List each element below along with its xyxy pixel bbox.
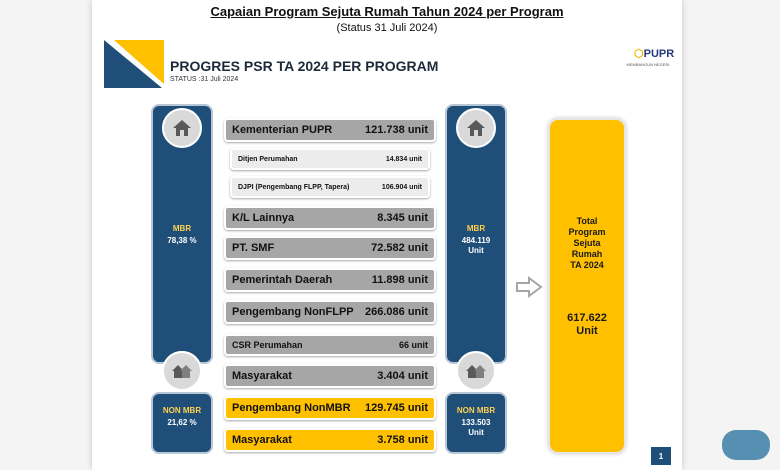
header-decoration (104, 40, 164, 88)
corner-decoration (722, 430, 770, 460)
row-value: 66 unit (398, 340, 428, 350)
row-csr-perumahan: CSR Perumahan 66 unit (224, 334, 436, 356)
arrow-right-icon (516, 276, 543, 298)
nonmbr-percent-left: 21,62 % (167, 418, 197, 427)
row-label: DJPI (Pengembang FLPP, Tapera) (238, 183, 350, 191)
mbr-label-left: MBR (172, 224, 192, 233)
nonmbr-column-left (151, 392, 213, 454)
total-box (548, 118, 626, 454)
row-pt-smf: PT. SMF 72.582 unit (224, 236, 436, 260)
row-kementerian-pupr: Kementerian PUPR 121.738 unit (224, 118, 436, 142)
houses-icon (456, 351, 496, 391)
row-value: 121.738 unit (365, 124, 428, 136)
row-label: Pemerintah Daerah (232, 274, 333, 286)
house-icon (456, 108, 496, 148)
mbr-label-right: MBR (466, 224, 486, 233)
page-subtitle: (Status 31 Juli 2024) (336, 22, 438, 34)
nonmbr-value-right: 133.503 (461, 418, 491, 427)
slide-status: STATUS :31 Juli 2024 (170, 76, 239, 83)
row-masyarakat-mbr: Masyarakat 3.404 unit (224, 364, 436, 388)
row-value: 266.086 unit (365, 306, 428, 318)
row-value: 8.345 unit (377, 212, 428, 224)
row-label: Pengembang NonFLPP (232, 306, 354, 318)
row-value: 72.582 unit (371, 242, 428, 254)
row-label: CSR Perumahan (232, 340, 303, 350)
page-title: Capaian Program Sejuta Rumah Tahun 2024 … (210, 4, 564, 19)
nonmbr-label-right: NON MBR (456, 406, 496, 415)
houses-icon-overlay (162, 351, 202, 391)
row-label: Kementerian PUPR (232, 124, 333, 136)
row-value: 3.758 unit (377, 434, 428, 446)
nonmbr-label-left: NON MBR (162, 406, 202, 415)
pupr-logo: ⬡PUPR (634, 48, 675, 60)
house-icon (162, 108, 202, 148)
mbr-percent-left: 78,38 % (167, 236, 197, 245)
mbr-value-right: 484.119 (461, 236, 491, 245)
row-value: 106.904 unit (381, 183, 422, 191)
row-label: PT. SMF (232, 242, 275, 254)
row-label: Ditjen Perumahan (238, 155, 298, 163)
row-masyarakat-nonmbr: Masyarakat 3.758 unit (224, 428, 436, 452)
row-pengembang-nonflpp: Pengembang NonFLPP 266.086 unit (224, 300, 436, 324)
row-value: 11.898 unit (371, 274, 428, 286)
row-pemerintah-daerah: Pemerintah Daerah 11.898 unit (224, 268, 436, 292)
row-ditjen-perumahan: Ditjen Perumahan 14.834 unit (230, 148, 430, 170)
row-label: Masyarakat (232, 370, 292, 382)
row-label: Masyarakat (232, 434, 292, 446)
row-pengembang-nonmbr: Pengembang NonMBR 129.745 unit (224, 396, 436, 420)
row-value: 129.745 unit (365, 402, 428, 414)
slide-title: PROGRES PSR TA 2024 PER PROGRAM (170, 58, 439, 74)
row-kl-lainnya: K/L Lainnya 8.345 unit (224, 206, 436, 230)
row-label: Pengembang NonMBR (232, 402, 351, 414)
nonmbr-unit-right: Unit (468, 428, 484, 437)
mbr-unit-right: Unit (468, 246, 484, 255)
nonmbr-column-right (445, 392, 507, 454)
pupr-logo-subtitle: MEMBANGUN NEGERI (626, 62, 670, 67)
total-label: Total Program Sejuta Rumah TA 2024 (568, 216, 606, 270)
total-value: 617.622 Unit (567, 312, 607, 337)
row-label: K/L Lainnya (232, 212, 295, 224)
row-djpi: DJPI (Pengembang FLPP, Tapera) 106.904 u… (230, 176, 430, 198)
row-value: 14.834 unit (385, 155, 422, 163)
page-number: 1 (651, 447, 671, 465)
row-value: 3.404 unit (377, 370, 428, 382)
